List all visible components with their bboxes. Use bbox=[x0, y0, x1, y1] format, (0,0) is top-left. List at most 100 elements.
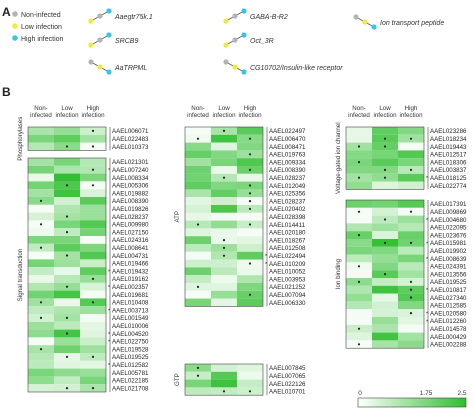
heatmap-cell bbox=[54, 345, 80, 353]
heatmap-cell bbox=[185, 166, 211, 174]
heatmap-cell bbox=[185, 158, 211, 166]
heatmap-cell bbox=[398, 340, 424, 349]
gene-label: AAEL007094 bbox=[269, 292, 306, 299]
heatmap-cell bbox=[28, 368, 54, 377]
heatmap-cell bbox=[372, 262, 398, 271]
heatmap-cell bbox=[372, 309, 398, 317]
heatmap-cell bbox=[346, 254, 372, 263]
heatmap-border bbox=[184, 126, 264, 307]
marker-asterisk: * bbox=[108, 363, 111, 369]
significance-dot-icon bbox=[91, 129, 95, 132]
gene-label: AAEL018306 bbox=[430, 159, 467, 166]
heatmap-cell bbox=[28, 212, 54, 221]
heatmap-cell bbox=[54, 290, 80, 299]
heatmap-cell bbox=[80, 376, 106, 385]
gene-label: AAEL006071 bbox=[112, 128, 149, 135]
heatmap-cell bbox=[237, 173, 263, 182]
marker-asterisk: * bbox=[426, 312, 429, 318]
heatmap-cell bbox=[346, 127, 372, 135]
motif-node-icon bbox=[97, 37, 103, 43]
significance-dot-icon bbox=[409, 137, 413, 140]
heatmap-cell bbox=[211, 205, 237, 213]
marker-asterisk: * bbox=[426, 288, 429, 294]
heatmap-cell bbox=[54, 376, 80, 385]
significance-dot-icon bbox=[39, 301, 43, 304]
gene-label: AAEL028237 bbox=[269, 198, 306, 205]
significance-dot-icon bbox=[39, 223, 43, 226]
heatmap-cell bbox=[211, 166, 237, 174]
heatmap-cell bbox=[346, 332, 372, 341]
significance-dot-icon bbox=[357, 161, 361, 164]
heatmap-cell bbox=[211, 197, 237, 205]
heatmap-cell bbox=[398, 332, 424, 341]
gene-label: AAEL019525 bbox=[430, 279, 467, 286]
motif-node-icon bbox=[362, 19, 368, 25]
legend-dot-icon bbox=[12, 11, 18, 17]
heatmap-cell bbox=[28, 189, 54, 197]
marker-asterisk: * bbox=[108, 270, 111, 276]
network-motif: GABA-B-R2 bbox=[223, 8, 288, 24]
heatmap-cell bbox=[185, 275, 211, 283]
heatmap-cell bbox=[346, 200, 372, 208]
heatmap-cell bbox=[237, 371, 263, 380]
heatmap-cell bbox=[185, 212, 211, 221]
column-header: Non- bbox=[34, 105, 47, 112]
significance-dot-icon bbox=[248, 293, 252, 296]
heatmap-cell bbox=[398, 262, 424, 271]
heatmap-cell bbox=[54, 189, 80, 197]
heatmap-cell bbox=[80, 345, 106, 353]
column-header: High bbox=[405, 105, 418, 112]
heatmap-cell bbox=[185, 189, 211, 198]
heatmap-cell bbox=[211, 181, 237, 190]
gene-label: AAEL008641 bbox=[112, 245, 149, 252]
heatmap-cell bbox=[80, 251, 106, 260]
significance-dot-icon bbox=[357, 280, 361, 283]
heatmap-cell bbox=[211, 220, 237, 229]
heatmap-cell bbox=[80, 368, 106, 377]
marker-asterisk: * bbox=[108, 332, 111, 338]
heatmap-cell bbox=[80, 329, 106, 338]
category-label: GTP bbox=[174, 373, 181, 386]
gene-label: AAEL022185 bbox=[112, 378, 149, 385]
network-motif: SRCB9 bbox=[88, 32, 138, 48]
motif-node-icon bbox=[106, 32, 112, 38]
significance-dot-icon bbox=[65, 145, 69, 148]
heatmap-cell bbox=[54, 134, 80, 143]
motif-node-icon bbox=[88, 18, 94, 24]
heatmap-cell bbox=[372, 332, 398, 341]
significance-dot-icon bbox=[409, 312, 413, 315]
gene-label: AAEL027340 bbox=[430, 295, 467, 302]
heatmap-cell bbox=[372, 317, 398, 325]
heatmap-cell bbox=[185, 267, 211, 276]
heatmap-cell bbox=[211, 212, 237, 221]
heatmap-cell bbox=[28, 236, 54, 244]
gene-label: AAEL024391 bbox=[430, 264, 467, 271]
heatmap-cell bbox=[398, 142, 424, 151]
heatmap-cell bbox=[185, 379, 211, 388]
motif-node-icon bbox=[97, 13, 103, 19]
significance-dot-icon bbox=[383, 218, 387, 221]
gene-label: AAEL003713 bbox=[112, 307, 149, 314]
legend-label: High infection bbox=[21, 36, 64, 43]
significance-dot-icon bbox=[383, 273, 387, 276]
significance-dot-icon bbox=[222, 129, 226, 132]
gene-label: AAEL010817 bbox=[430, 287, 467, 294]
significance-dot-icon bbox=[383, 145, 387, 148]
motif-node-icon bbox=[371, 24, 377, 30]
gene-label: AAEL012517 bbox=[430, 152, 467, 159]
gene-label: AAEL023676 bbox=[430, 232, 467, 239]
significance-dot-icon bbox=[91, 301, 95, 304]
gene-label: AAEL008334 bbox=[112, 175, 149, 182]
heatmap-cell bbox=[346, 309, 372, 317]
heatmap-cell bbox=[185, 228, 211, 237]
heatmap-cell bbox=[237, 283, 263, 291]
gene-label: AAEL010006 bbox=[112, 323, 149, 330]
gene-label: AAEL005781 bbox=[112, 370, 149, 377]
network-motifs: Aaegtr75k.1 GABA-B-R2 Ion transport peptid… bbox=[88, 8, 444, 75]
heatmap-cell bbox=[28, 275, 54, 283]
significance-dot-icon bbox=[248, 184, 252, 187]
significance-dot-icon bbox=[357, 176, 361, 179]
gene-label: AAEL023286 bbox=[430, 128, 467, 135]
marker-asterisk: * bbox=[265, 254, 268, 260]
